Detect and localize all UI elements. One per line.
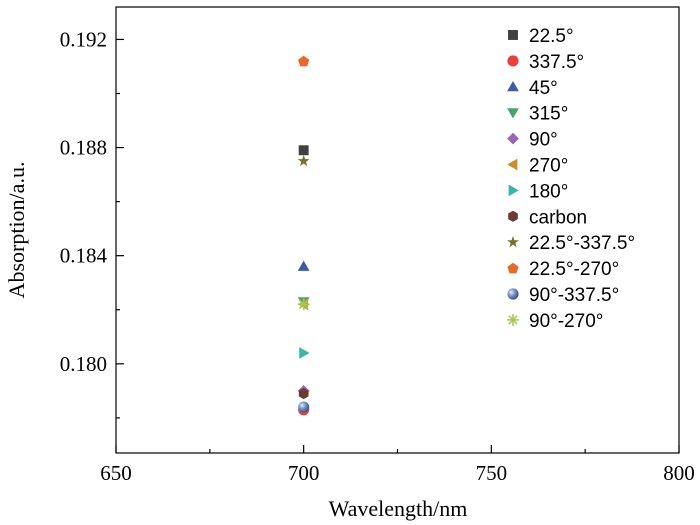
legend-label: 315° bbox=[529, 104, 568, 125]
legend-marker bbox=[507, 236, 519, 248]
x-axis-ticks: 650 700 750 800 bbox=[100, 445, 695, 485]
legend-marker bbox=[507, 132, 519, 145]
y-axis-title: Absorption/a.u. bbox=[4, 162, 29, 299]
data-point bbox=[298, 145, 309, 156]
x-tick-label: 700 bbox=[288, 461, 320, 485]
legend-marker bbox=[507, 314, 519, 326]
x-tick-label: 650 bbox=[100, 461, 132, 485]
legend-marker bbox=[507, 55, 519, 67]
data-point bbox=[297, 260, 310, 271]
legend-marker bbox=[508, 210, 518, 222]
data-point bbox=[298, 401, 310, 413]
data-markers bbox=[297, 55, 310, 416]
legend-marker bbox=[507, 158, 518, 171]
x-tick-label: 750 bbox=[476, 461, 508, 485]
data-point bbox=[299, 347, 310, 359]
legend-label: 180° bbox=[529, 181, 568, 202]
legend-label: 270° bbox=[529, 156, 568, 177]
y-tick-label: 0.184 bbox=[60, 244, 108, 268]
legend-label: 22.5°-337.5° bbox=[529, 233, 635, 254]
y-tick-label: 0.180 bbox=[60, 352, 107, 376]
y-tick-label: 0.192 bbox=[60, 27, 107, 51]
data-point bbox=[297, 298, 310, 311]
y-tick-label: 0.188 bbox=[60, 136, 107, 160]
y-axis-ticks: 0.180 0.184 0.188 0.192 bbox=[60, 27, 124, 419]
legend-marker bbox=[508, 184, 519, 197]
legend-label: 45° bbox=[529, 78, 558, 99]
data-point bbox=[298, 55, 310, 67]
legend-label: 22.5° bbox=[529, 26, 574, 47]
legend-marker bbox=[507, 108, 519, 119]
legend-marker bbox=[507, 288, 519, 300]
legend-label: 90°-270° bbox=[529, 311, 603, 332]
legend-marker bbox=[507, 80, 519, 92]
legend-label: 337.5° bbox=[529, 52, 584, 73]
x-axis-title: Wavelength/nm bbox=[329, 496, 468, 521]
legend: 22.5° 337.5° 45° 315° 90° 270° 180° carbon 22.5°… bbox=[507, 26, 635, 332]
x-tick-label: 800 bbox=[663, 461, 695, 485]
data-point bbox=[297, 154, 310, 167]
legend-marker bbox=[508, 30, 518, 40]
data-point bbox=[298, 387, 309, 400]
legend-label: 22.5°-270° bbox=[529, 259, 619, 280]
plot-frame bbox=[115, 6, 680, 454]
legend-label: carbon bbox=[529, 207, 587, 228]
legend-label: 90° bbox=[529, 130, 558, 151]
legend-label: 90°-337.5° bbox=[529, 285, 619, 306]
legend-marker bbox=[507, 262, 519, 274]
